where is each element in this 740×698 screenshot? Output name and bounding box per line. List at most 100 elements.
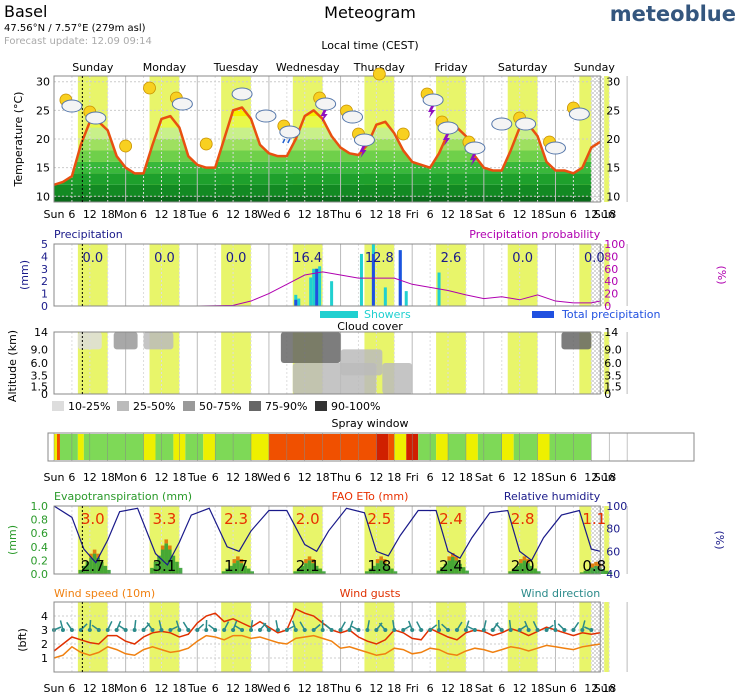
evapo-bar — [307, 560, 312, 574]
location-name: Basel — [4, 2, 47, 21]
time-tick-label: Wed — [257, 208, 281, 221]
daily-evapo-value: 1.7 — [224, 557, 248, 575]
wind-direction-arrow — [223, 621, 230, 631]
eto-cap — [160, 545, 165, 550]
daylight-band — [507, 602, 538, 672]
spray-segment — [394, 434, 407, 460]
wind-direction-arrow — [89, 619, 92, 631]
wind-direction-arrow — [392, 620, 396, 631]
cloud-legend-label: 90-100% — [331, 400, 380, 413]
wind-direction-arrow — [416, 621, 422, 631]
time-tick-label: 12 — [584, 471, 598, 484]
time-tick-label: 6 — [355, 208, 362, 221]
time-tick-label: 6 — [212, 471, 219, 484]
evapo-bar — [375, 563, 380, 574]
cloud-patch — [280, 332, 341, 363]
sun-disc — [199, 137, 213, 151]
wind-direction-arrow — [53, 626, 62, 631]
time-tick-label: Sun — [594, 471, 615, 484]
wind-direction-arrow — [483, 620, 487, 631]
time-tick-label: 6 — [212, 682, 219, 695]
shower-bar — [359, 253, 363, 306]
time-tick-label: 6 — [570, 208, 577, 221]
local-time-label: Local time (CEST) — [321, 39, 418, 52]
cloud-shape — [85, 111, 107, 125]
wind-direction-arrow — [196, 623, 205, 631]
showers-legend-swatch — [320, 311, 358, 318]
time-tick-label: 6 — [68, 682, 75, 695]
temperature-tick-right: 20 — [606, 133, 620, 146]
daily-eto-value: 2.0 — [296, 510, 320, 528]
daily-precip-total: 0.0 — [82, 251, 103, 266]
evapo-bar — [436, 570, 441, 574]
rain-drops — [282, 138, 291, 144]
evapo-bar — [365, 571, 369, 574]
precip-axis-label: (mm) — [18, 260, 31, 290]
evapo-tick: 0.0 — [31, 568, 49, 581]
cloud-patch — [561, 332, 592, 350]
evapo-bar — [107, 569, 111, 574]
wind-direction-arrow — [429, 624, 438, 631]
time-tick-label: 18 — [101, 471, 115, 484]
time-tick-label: 18 — [387, 471, 401, 484]
precip-title: Precipitation — [54, 228, 123, 241]
eto-cap — [92, 549, 97, 554]
spray-segment — [54, 434, 57, 460]
wind-direction-arrow — [524, 620, 530, 631]
total-precip-legend-label: Total precipitation — [561, 308, 661, 321]
daily-precip-total: 16.4 — [293, 251, 322, 266]
wind-direction-arrow — [546, 624, 554, 631]
wind-direction-arrow — [262, 622, 270, 631]
evapo-bar — [296, 568, 301, 574]
wind-direction-arrow — [182, 621, 189, 631]
probability-tick: 100 — [604, 238, 625, 251]
evapo-bar — [372, 565, 376, 574]
eto-cap — [239, 559, 244, 564]
spray-segment — [513, 434, 538, 460]
time-tick-label: 6 — [140, 471, 147, 484]
eto-cap — [590, 563, 595, 568]
evapo-bar — [239, 563, 244, 574]
sun-cloud-icon — [169, 91, 193, 111]
cloud-patch — [77, 332, 102, 350]
spray-segment — [203, 434, 216, 460]
time-tick-label: 18 — [244, 208, 258, 221]
time-tick-label: 12 — [298, 208, 312, 221]
daylight-band — [149, 602, 180, 672]
precip-prob-title: Precipitation probability — [469, 228, 600, 241]
wind-direction-arrow — [508, 620, 512, 631]
wind-direction-arrow — [232, 620, 238, 631]
time-tick-label: 12 — [513, 208, 527, 221]
eto-cap — [96, 553, 100, 558]
daylight-band — [436, 244, 466, 306]
evapo-bar — [304, 563, 308, 574]
time-tick-label: 18 — [459, 471, 473, 484]
sun-cloud-icon — [566, 101, 590, 121]
lightning-bolt — [320, 110, 328, 122]
wind-direction-arrow — [465, 620, 470, 631]
eto-cap — [519, 559, 523, 564]
evapo-bar — [368, 568, 373, 574]
daily-evapo-value: 0.8 — [582, 557, 606, 575]
time-tick-label: 6 — [498, 471, 505, 484]
evapo-bar — [379, 560, 383, 574]
cloud-icon — [231, 87, 253, 101]
wind-direction-arrow — [532, 621, 539, 631]
shower-bar — [383, 287, 387, 306]
panel-frame — [53, 243, 601, 307]
cloud-patch — [113, 332, 138, 350]
sun-cloud-icon — [543, 135, 566, 155]
time-tick-label: 18 — [172, 208, 186, 221]
evapo-bar — [579, 572, 584, 574]
cloud-shape — [353, 133, 375, 147]
cloud-shape — [342, 110, 364, 124]
evapo-bar — [515, 565, 520, 574]
temperature-tick: 25 — [36, 104, 50, 117]
sun-disc — [119, 139, 133, 153]
evapo-bar — [519, 563, 523, 574]
time-tick-label: 12 — [584, 208, 598, 221]
daily-precip-total: 0.0 — [154, 251, 175, 266]
probability-tick: 80 — [604, 250, 618, 263]
wind-direction-arrow — [107, 621, 113, 631]
day-label: Tuesday — [213, 61, 259, 74]
